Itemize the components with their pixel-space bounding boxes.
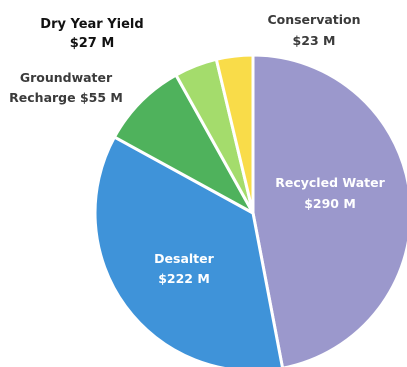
label-dry-year-yield-value: $27 M — [70, 36, 115, 51]
pie-slices — [93, 53, 407, 367]
label-recycled-water-value: $290 M — [304, 196, 356, 211]
label-conservation-value: $23 M — [293, 33, 336, 48]
label-desalter-name: Desalter — [154, 251, 214, 266]
pie-slice-desalter — [93, 135, 284, 367]
pie-slice-conservation — [214, 53, 255, 215]
label-groundwater-recharge-line2: Recharge $55 M — [9, 90, 123, 105]
label-groundwater-recharge-line1: Groundwater — [20, 70, 113, 85]
label-recycled-water-name: Recycled Water — [275, 175, 385, 190]
label-dry-year-yield-name: Dry Year Yield — [40, 17, 143, 32]
pie-slice-groundwater-recharge — [112, 73, 255, 215]
label-desalter-value: $222 M — [158, 271, 210, 286]
label-conservation-name: Conservation — [267, 12, 360, 27]
pie-slice-recycled-water — [251, 53, 407, 367]
